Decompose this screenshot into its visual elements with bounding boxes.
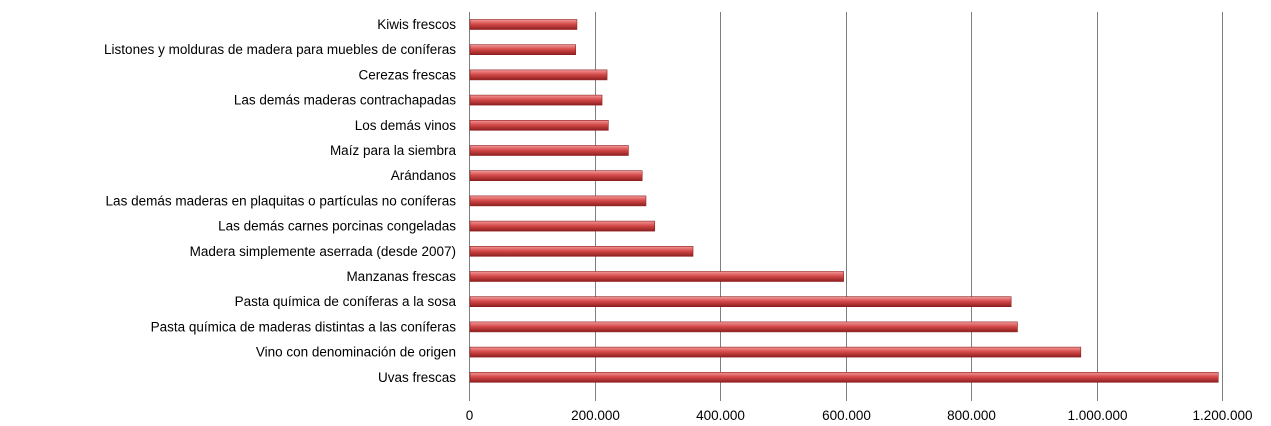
bar <box>469 69 608 81</box>
category-label: Vino con denominación de origen <box>256 345 456 360</box>
x-tick-label: 400.000 <box>696 408 745 423</box>
x-tick-label: 600.000 <box>822 408 871 423</box>
category-label: Maíz para la siembra <box>330 143 457 158</box>
bar <box>469 220 656 232</box>
category-labels: Kiwis frescos Listones y molduras de made… <box>104 17 456 385</box>
category-label: Las demás carnes porcinas congeladas <box>218 219 456 234</box>
category-label: Pasta química de coníferas a la sosa <box>235 294 457 309</box>
bar <box>469 296 1012 308</box>
bar <box>469 120 609 131</box>
bar <box>469 246 694 257</box>
category-label: Madera simplemente aserrada (desde 2007) <box>190 244 456 259</box>
bar <box>469 271 844 282</box>
category-label: Arándanos <box>391 168 457 183</box>
category-label: Listones y molduras de madera para muebl… <box>104 42 456 57</box>
bar <box>469 321 1018 333</box>
category-label: Kiwis frescos <box>377 17 456 32</box>
x-tick-label: 1.000.000 <box>1067 408 1127 423</box>
x-tick-labels: 0 200.000 400.000 600.000 800.000 1.000.000 1.… <box>466 408 1253 423</box>
category-label: Las demás maderas contrachapadas <box>234 93 456 108</box>
category-label: Las demás maderas en plaquitas o partícu… <box>106 193 457 208</box>
bar <box>469 195 647 207</box>
bar <box>469 44 576 56</box>
category-label: Cerezas frescas <box>358 67 456 82</box>
category-label: Los demás vinos <box>355 118 457 133</box>
category-label: Pasta química de maderas distintas a las… <box>151 319 457 334</box>
x-tick-label: 1.200.000 <box>1192 408 1252 423</box>
bar <box>469 94 603 106</box>
x-tick-label: 800.000 <box>947 408 996 423</box>
x-tick-label: 200.000 <box>571 408 620 423</box>
category-label: Manzanas frescas <box>346 269 456 284</box>
bar <box>469 170 643 181</box>
bar <box>469 145 629 156</box>
bar <box>469 371 1219 383</box>
bar <box>469 19 578 30</box>
bar <box>469 346 1082 358</box>
x-tick-label: 0 <box>466 408 474 423</box>
bars <box>469 19 1219 383</box>
category-label: Uvas frescas <box>378 370 456 385</box>
